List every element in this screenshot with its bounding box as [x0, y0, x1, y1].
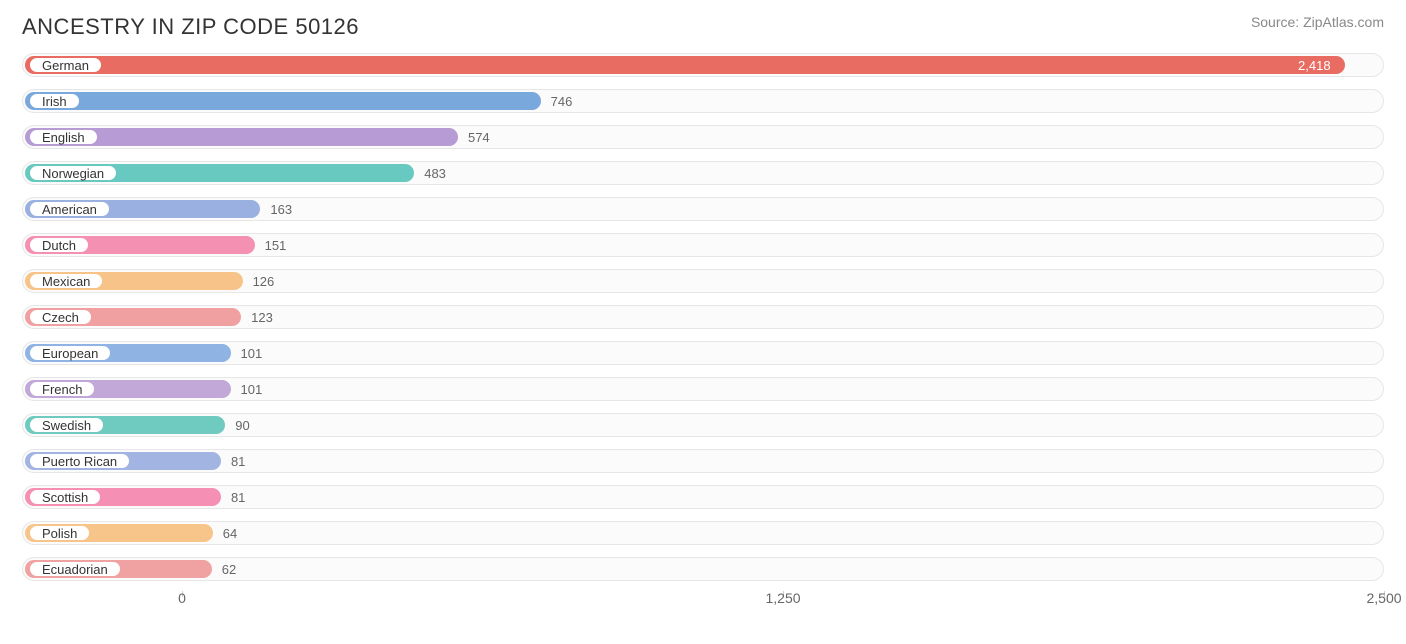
value-label: 81: [231, 452, 245, 470]
category-pill: Scottish: [28, 488, 102, 506]
bar-track: [22, 449, 1384, 473]
value-label: 123: [251, 308, 273, 326]
category-pill: Puerto Rican: [28, 452, 131, 470]
bar-track: [22, 485, 1384, 509]
x-tick-label: 2,500: [1366, 590, 1401, 606]
bar-fill: [25, 92, 541, 110]
bar-row: European 101: [22, 338, 1384, 368]
category-pill: Polish: [28, 524, 91, 542]
value-label: 163: [270, 200, 292, 218]
chart-source: Source: ZipAtlas.com: [1251, 14, 1384, 30]
value-label: 101: [241, 344, 263, 362]
value-label: 64: [223, 524, 237, 542]
x-axis: 01,2502,500: [22, 590, 1384, 618]
category-pill: Mexican: [28, 272, 104, 290]
value-label: 151: [265, 236, 287, 254]
bar-row: Irish 746: [22, 86, 1384, 116]
bar-row: Ecuadorian 62: [22, 554, 1384, 584]
value-label: 483: [424, 164, 446, 182]
bar-row: English 574: [22, 122, 1384, 152]
chart-plot-area: German 2,418 Irish 746 English 574 Norwegian 48…: [0, 50, 1406, 584]
category-pill: Irish: [28, 92, 81, 110]
bar-track: [22, 413, 1384, 437]
value-label: 62: [222, 560, 236, 578]
value-label: 2,418: [1298, 56, 1331, 74]
category-pill: Norwegian: [28, 164, 118, 182]
category-pill: American: [28, 200, 111, 218]
value-label: 101: [241, 380, 263, 398]
bar-row: Puerto Rican 81: [22, 446, 1384, 476]
bar-row: Swedish 90: [22, 410, 1384, 440]
value-label: 126: [253, 272, 275, 290]
value-label: 746: [551, 92, 573, 110]
category-pill: Dutch: [28, 236, 90, 254]
value-label: 90: [235, 416, 249, 434]
bar-row: Dutch 151: [22, 230, 1384, 260]
chart-header: ANCESTRY IN ZIP CODE 50126 Source: ZipAt…: [0, 0, 1406, 50]
category-pill: English: [28, 128, 99, 146]
bar-row: German 2,418: [22, 50, 1384, 80]
category-pill: Swedish: [28, 416, 105, 434]
category-pill: Czech: [28, 308, 93, 326]
chart-title: ANCESTRY IN ZIP CODE 50126: [22, 14, 359, 40]
bar-fill: [25, 56, 1345, 74]
bar-row: Mexican 126: [22, 266, 1384, 296]
bar-row: Czech 123: [22, 302, 1384, 332]
category-pill: Ecuadorian: [28, 560, 122, 578]
bar-row: Scottish 81: [22, 482, 1384, 512]
bar-row: Polish 64: [22, 518, 1384, 548]
bar-row: American 163: [22, 194, 1384, 224]
x-tick-label: 1,250: [765, 590, 800, 606]
category-pill: European: [28, 344, 112, 362]
category-pill: French: [28, 380, 96, 398]
bar-row: French 101: [22, 374, 1384, 404]
value-label: 574: [468, 128, 490, 146]
bar-row: Norwegian 483: [22, 158, 1384, 188]
x-tick-label: 0: [178, 590, 186, 606]
value-label: 81: [231, 488, 245, 506]
category-pill: German: [28, 56, 103, 74]
